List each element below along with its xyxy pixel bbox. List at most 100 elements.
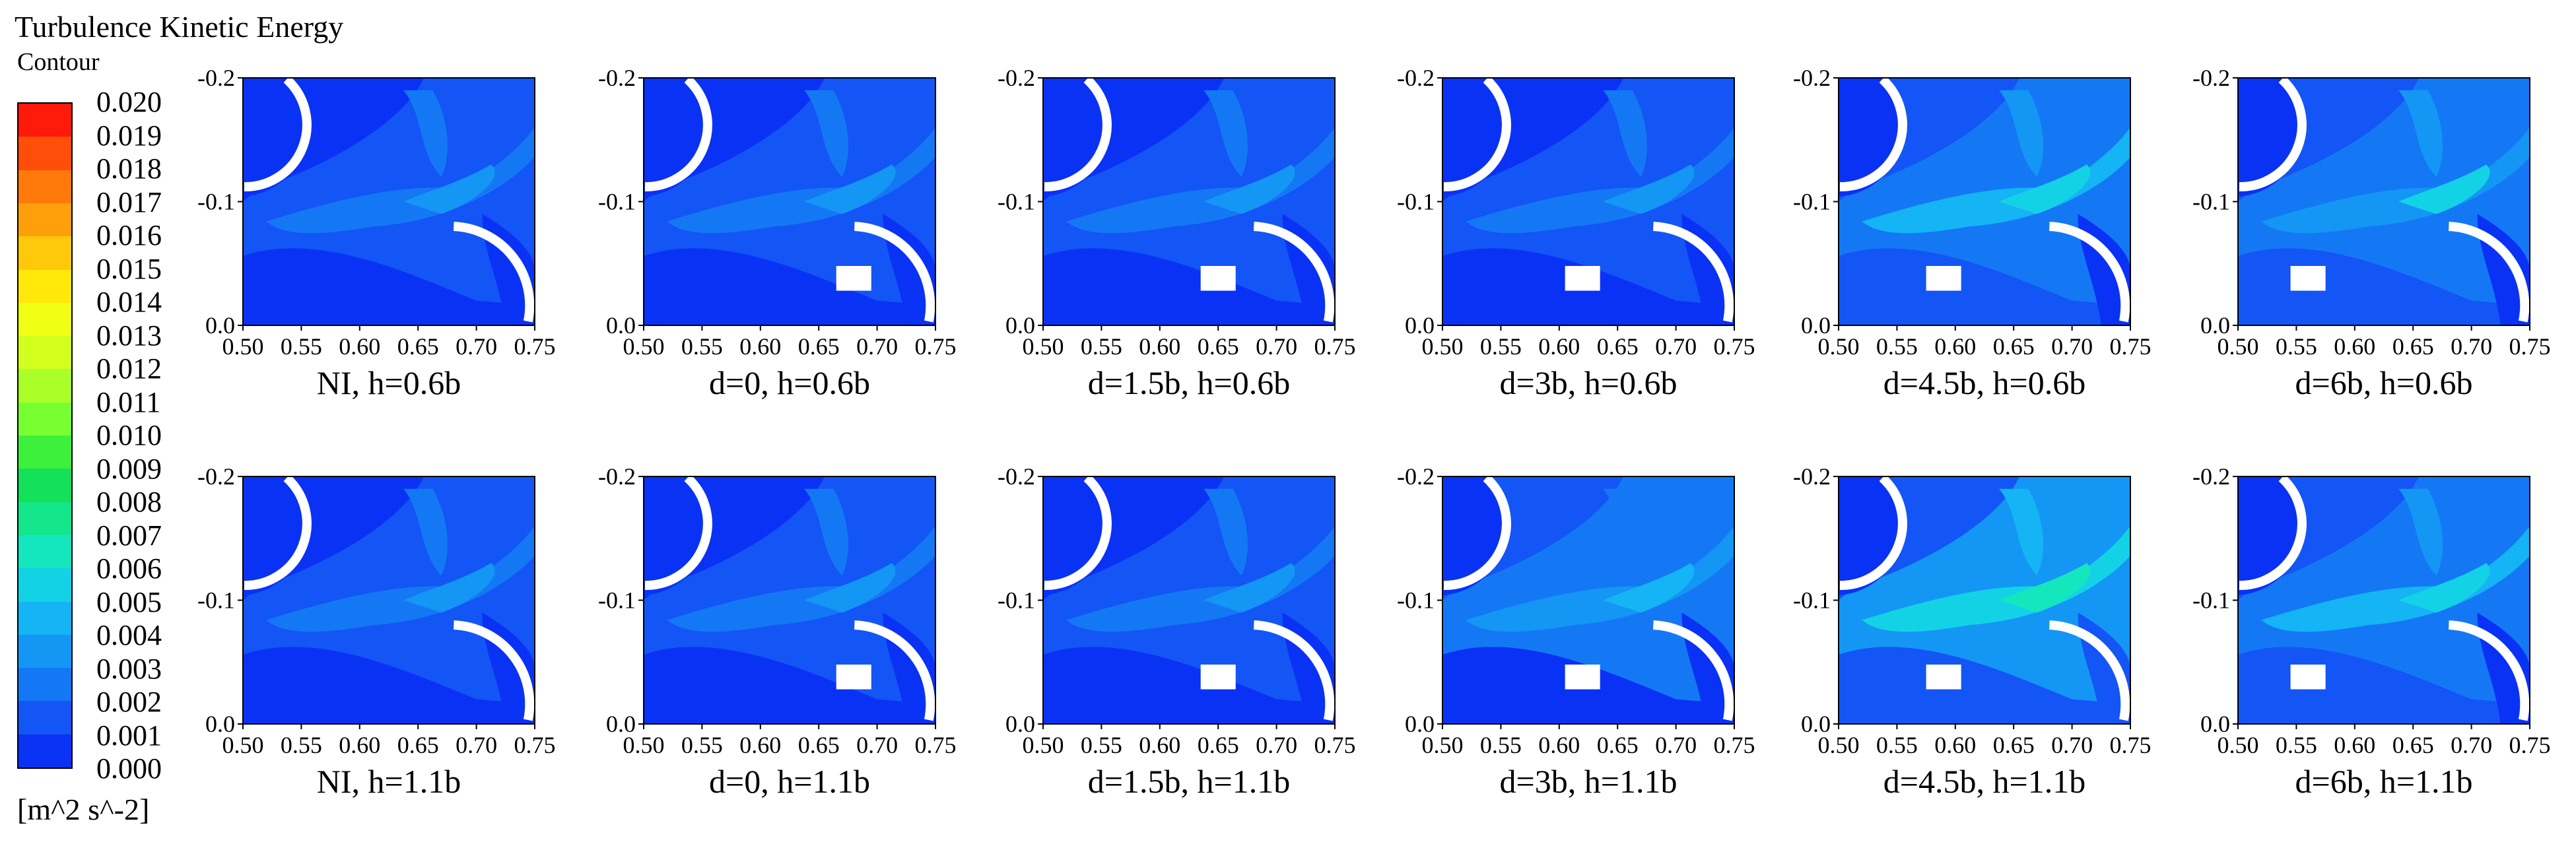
plot-frame [1442,476,1735,725]
x-tick-label: 0.60 [339,333,380,360]
colorbar-segment [18,668,71,702]
y-tick-label: -0.1 [1793,189,1831,215]
contour-band [1999,563,2091,613]
y-tick-label: 0.0 [606,312,636,339]
contour-band [403,90,448,177]
contour-panel: 0.50 0.55 0.60 0.65 0.70 0.75 -0.2 -0.1 0.0 d=0, … [598,463,957,800]
legend-subtitle: Contour [17,48,100,76]
y-tick-label: -0.1 [1397,587,1435,614]
x-tick-label: 0.50 [1818,732,1860,758]
y-tick-label: -0.1 [197,587,235,614]
x-tick-label: 0.70 [1655,732,1697,758]
panel-caption: d=6b, h=0.6b [2295,364,2473,401]
colorbar-tick-label: 0.008 [96,486,162,518]
y-tick-label: -0.2 [2192,65,2230,91]
obstacle-block [1565,665,1600,690]
contour-band [2398,563,2490,613]
upstream-cylinder [244,75,312,192]
contour-band [266,127,535,234]
colorbar-segment [18,236,71,270]
x-tick-label: 0.65 [798,732,840,758]
x-tick-label: 0.65 [1597,732,1639,758]
contour-band [1839,647,2130,724]
downstream-cylinder [1253,222,1335,323]
colorbar-segment [18,137,71,171]
contour-band [644,248,935,325]
upstream-cylinder [2239,75,2307,192]
colorbar-tick-label: 0.003 [96,652,162,685]
colorbar-tick-label: 0.016 [96,219,162,251]
x-tick-label: 0.50 [2218,732,2259,758]
x-tick-label: 0.55 [2276,333,2317,360]
obstacle-block [836,266,871,291]
colorbar-tick-label: 0.009 [96,452,162,485]
colorbar-segment [18,502,71,536]
x-tick-label: 0.55 [2276,732,2317,758]
contour-band [403,488,448,575]
x-tick-label: 0.70 [2051,732,2093,758]
obstacle-block [2290,665,2326,690]
colorbar-segment [18,336,71,370]
x-tick-label: 0.70 [1256,732,1297,758]
x-tick-label: 0.75 [1714,732,1755,758]
downstream-cylinder [854,620,935,721]
plot-frame [1042,476,1336,725]
contour-band [266,526,535,632]
downstream-cylinder [1652,222,1734,323]
x-tick-label: 0.70 [2051,333,2093,360]
contour-panel: 0.50 0.55 0.60 0.65 0.70 0.75 -0.2 -0.1 0.0 d=0, … [598,65,957,401]
contour-band [243,647,535,724]
x-tick-label: 0.65 [1198,333,1239,360]
contour-band [2261,526,2530,632]
x-tick-label: 0.55 [281,732,322,758]
upstream-cylinder [1443,474,1511,591]
y-tick-label: -0.1 [1397,189,1435,215]
colorbar-tick-label: 0.018 [96,152,162,185]
colorbar-segment [18,369,71,403]
contour-band [1603,563,1695,613]
x-tick-label: 0.75 [1714,333,1755,360]
y-tick-label: -0.1 [2192,587,2230,614]
panel-caption: d=1.5b, h=0.6b [1087,364,1291,401]
colorbar-segment [18,203,71,237]
x-tick-label: 0.70 [1256,333,1297,360]
upstream-cylinder [1044,75,1112,192]
contour-panel: 0.50 0.55 0.60 0.65 0.70 0.75 -0.2 -0.1 0.0 d=6b,… [2192,463,2551,800]
obstacle-block [836,665,871,690]
colorbar-tick-label: 0.001 [96,719,162,752]
y-tick-label: 0.0 [1801,711,1831,737]
contour-band [1466,526,1734,632]
upstream-cylinder [644,474,712,591]
x-tick-label: 0.50 [2218,333,2259,360]
x-tick-label: 0.65 [1993,333,2035,360]
x-tick-label: 0.60 [1139,333,1180,360]
contour-band [2398,488,2443,575]
y-tick-label: -0.1 [598,587,636,614]
x-tick-label: 0.70 [456,732,497,758]
y-tick-label: 0.0 [2200,711,2230,737]
contour-panel: 0.50 0.55 0.60 0.65 0.70 0.75 -0.2 -0.1 0.0 NI, h… [197,65,556,401]
x-tick-label: 0.60 [739,732,781,758]
contour-plot: 0.50 0.55 0.60 0.65 0.70 0.75 -0.2 -0.1 0.0 [197,463,556,758]
y-tick-label: -0.1 [598,189,636,215]
plot-frame [1042,77,1336,326]
contour-band [2398,90,2443,177]
contour-band [1603,164,1695,214]
panel-caption: d=0, h=0.6b [709,364,870,401]
x-tick-label: 0.70 [2451,333,2492,360]
x-tick-label: 0.50 [1818,333,1860,360]
contour-band [403,164,495,214]
downstream-cylinder [1253,620,1335,721]
colorbar-tick-label: 0.014 [96,286,162,318]
colorbar-tick-label: 0.012 [96,352,162,385]
contour-panel: 0.50 0.55 0.60 0.65 0.70 0.75 -0.2 -0.1 0.0 d=6b,… [2192,65,2551,401]
x-tick-label: 0.60 [1934,732,1976,758]
x-tick-label: 0.75 [514,333,556,360]
y-tick-label: -0.2 [1793,65,1831,91]
contour-band [2261,127,2530,234]
obstacle-block [1200,665,1236,690]
y-tick-label: -0.2 [197,65,235,91]
x-tick-label: 0.55 [681,333,723,360]
plot-frame [2237,476,2530,725]
y-tick-label: 0.0 [1405,312,1435,339]
